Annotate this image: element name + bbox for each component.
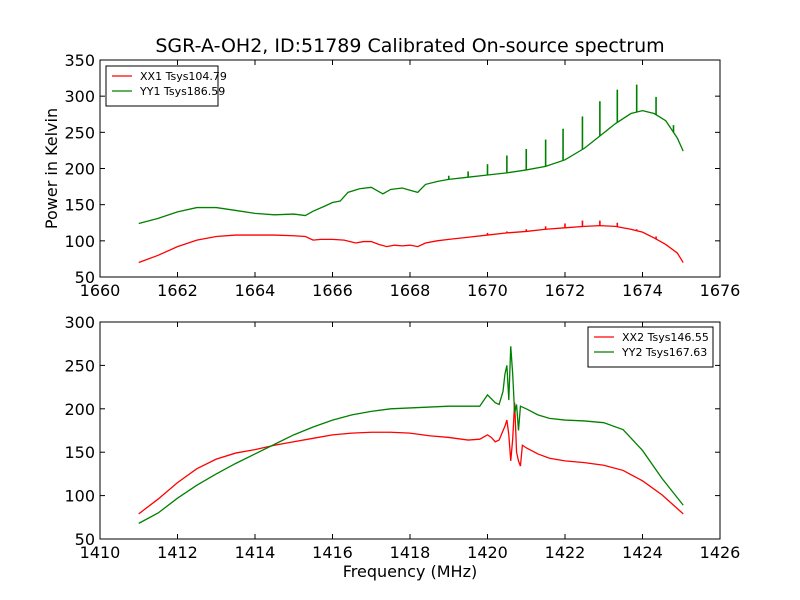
x-tick-label: 1660: [80, 281, 121, 300]
x-tick-label: 1674: [622, 281, 663, 300]
chart-title: SGR-A-OH2, ID:51789 Calibrated On-source…: [155, 35, 664, 57]
x-axis-label: Frequency (MHz): [343, 562, 477, 581]
series-line-2-1: [138, 402, 684, 515]
y-tick-label: 150: [64, 196, 95, 215]
legend: XX1 Tsys104.79 YY1 Tsys186.59: [105, 65, 227, 107]
legend-label: YY1 Tsys186.59: [139, 85, 225, 98]
x-tick-label: 1662: [157, 281, 198, 300]
y-tick-label: 50: [75, 530, 95, 549]
legend-box: [105, 65, 219, 107]
series-line-1-2: [138, 109, 684, 225]
x-tick-label: 1414: [235, 543, 276, 562]
legend-box: [587, 326, 714, 368]
y-tick-label: 100: [64, 232, 95, 251]
x-tick-label: 1424: [622, 543, 663, 562]
y-tick-label: 100: [64, 487, 95, 506]
y-tick-label: 300: [64, 87, 95, 106]
y-axis-label: Power in Kelvin: [42, 108, 61, 229]
series-line-1-1: [138, 224, 684, 264]
legend-label: XX2 Tsys146.55: [622, 331, 709, 344]
y-tick-label: 200: [64, 160, 95, 179]
bottom-chart-panel: 1410 1412 1414 1416 1418 1420 1422 1424 1426 50 10…: [64, 313, 740, 562]
y-tick-label: 250: [64, 123, 95, 142]
top-chart-panel: 1660 1662 1664 1666 1668 1670 1672 1674 1676 50 10…: [42, 51, 740, 300]
x-tick-label: 1420: [467, 543, 508, 562]
y-tick-label: 150: [64, 443, 95, 462]
x-tick-label: 1412: [157, 543, 198, 562]
x-tick-label: 1418: [390, 543, 431, 562]
legend-label: YY2 Tsys167.63: [621, 346, 707, 359]
x-tick-label: 1670: [467, 281, 508, 300]
x-tick-label: 1410: [80, 543, 121, 562]
x-tick-label: 1422: [545, 543, 586, 562]
y-tick-label: 50: [75, 268, 95, 287]
legend-label: XX1 Tsys104.79: [140, 70, 227, 83]
y-tick-label: 250: [64, 356, 95, 375]
x-tick-label: 1672: [545, 281, 586, 300]
x-tick-label: 1668: [390, 281, 431, 300]
series-line-2-2: [138, 346, 684, 524]
x-tick-label: 1664: [235, 281, 276, 300]
x-tick-label: 1426: [700, 543, 741, 562]
y-tick-label: 200: [64, 400, 95, 419]
x-tick-label: 1416: [312, 543, 353, 562]
x-tick-label: 1666: [312, 281, 353, 300]
legend: XX2 Tsys146.55 YY2 Tsys167.63: [587, 326, 714, 368]
y-tick-label: 350: [64, 51, 95, 70]
y-tick-label: 300: [64, 313, 95, 332]
x-tick-label: 1676: [700, 281, 741, 300]
